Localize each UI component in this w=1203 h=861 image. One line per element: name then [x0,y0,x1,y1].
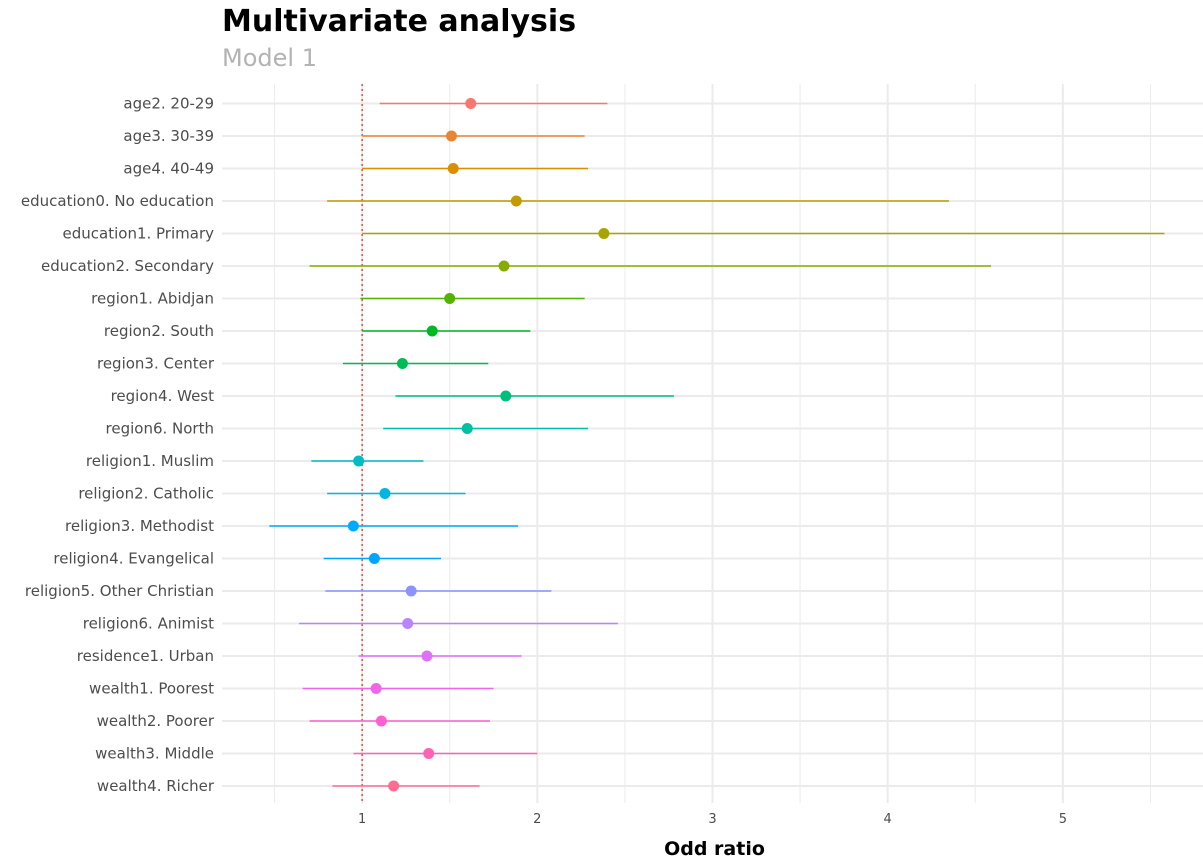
y-tick-label: religion6. Animist [83,615,214,633]
estimate-point [444,293,456,304]
estimate-point [370,683,382,694]
y-tick-label: wealth1. Poorest [89,680,214,698]
y-tick-label: education1. Primary [63,225,215,243]
estimate-point [405,585,417,597]
estimate-point [353,455,365,467]
estimate-point [396,358,408,369]
y-tick-label: region1. Abidjan [91,290,214,308]
y-tick-label: residence1. Urban [77,647,214,665]
estimate-point [510,195,522,207]
estimate-point [421,650,433,662]
y-tick-label: wealth4. Richer [97,777,215,795]
y-tick-label: education2. Secondary [41,257,214,275]
estimate-point [423,748,435,759]
y-tick-label: religion4. Evangelical [53,550,214,568]
y-tick-label: age3. 30-39 [123,127,214,145]
estimate-point [426,325,438,337]
x-tick-label: 1 [358,812,366,827]
x-axis-ticks: 1 2 3 4 5 [358,812,1067,827]
y-tick-label: education0. No education [21,192,214,210]
estimate-point [402,618,414,629]
x-tick-label: 5 [1059,812,1067,827]
y-tick-label: wealth2. Poorer [97,712,215,730]
y-tick-label: age2. 20-29 [123,95,214,113]
estimate-point [375,715,387,727]
x-tick-label: 2 [533,812,541,827]
y-tick-label: region2. South [104,322,214,340]
chart-subtitle: Model 1 [222,44,317,72]
x-tick-label: 3 [708,812,716,827]
y-axis-labels: age2. 20-29 age3. 30-39 age4. 40-49 educati… [21,95,215,796]
x-tick-label: 4 [884,812,892,827]
estimate-point [388,780,400,792]
y-tick-label: age4. 40-49 [123,160,214,178]
y-tick-label: region4. West [111,387,215,405]
estimate-point [379,488,391,499]
estimate-point [598,228,610,239]
x-axis-title: Odd ratio [664,838,765,860]
y-tick-label: religion3. Methodist [65,517,214,535]
series-layer [269,98,1165,792]
estimate-point [500,390,512,402]
estimate-point [368,553,380,564]
y-tick-label: wealth3. Middle [95,745,214,763]
estimate-point [347,520,359,532]
y-tick-label: religion1. Muslim [86,452,214,470]
estimate-point [465,98,477,109]
chart-title: Multivariate analysis [222,4,577,39]
y-tick-label: religion5. Other Christian [25,582,214,600]
grid-layer [222,84,1203,803]
estimate-point [447,163,459,174]
y-tick-label: region6. North [106,420,214,438]
estimate-point [498,260,510,272]
estimate-point [445,130,457,142]
y-tick-label: religion2. Catholic [78,485,214,503]
y-tick-label: region3. Center [97,355,215,373]
estimate-point [461,423,473,434]
